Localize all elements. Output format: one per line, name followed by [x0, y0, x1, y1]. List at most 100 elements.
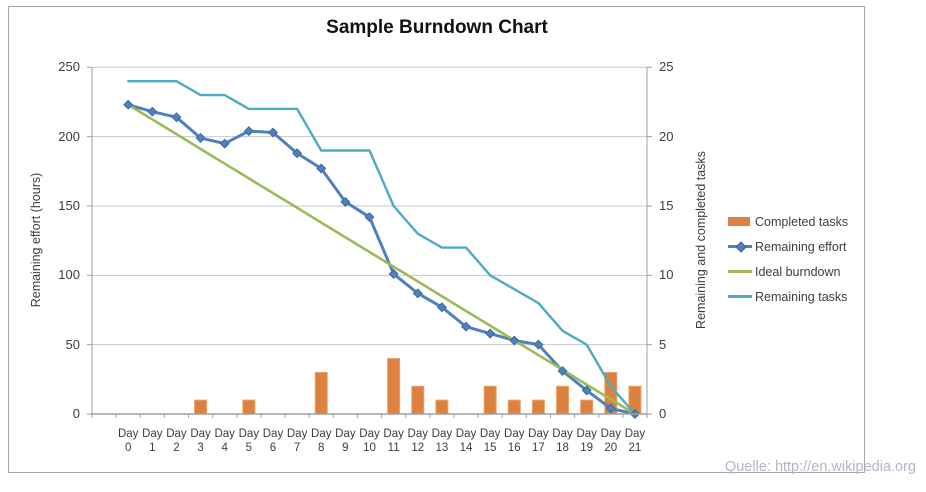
- effort-marker-day-4: [219, 138, 230, 149]
- x-axis-label-line: 6: [269, 441, 277, 454]
- x-axis-label-line: Day: [359, 428, 380, 440]
- x-axis-label-line: 0: [124, 441, 132, 454]
- x-axis-label-day-6: Day 6: [263, 428, 283, 455]
- x-axis-label-line: 18: [556, 441, 569, 454]
- effort-marker-day-1: [147, 106, 158, 117]
- effort-marker-day-13: [436, 302, 447, 313]
- source-attribution: Quelle: http://en.wikipedia.org: [724, 459, 916, 475]
- x-axis-label-line: Day: [479, 428, 501, 440]
- x-axis-label-line: Day: [238, 428, 260, 440]
- legend-item-remaining-tasks: Remaining tasks: [728, 284, 848, 309]
- x-axis-label-line: 21: [628, 441, 642, 454]
- x-axis-label-line: Day: [262, 428, 284, 440]
- right-axis-tick-label: 25: [659, 59, 674, 75]
- x-axis-label-line: 2: [173, 441, 180, 454]
- legend-swatch-line-icon: [728, 270, 752, 273]
- x-axis-label-line: 8: [318, 441, 325, 454]
- effort-marker-day-18: [557, 366, 568, 377]
- x-axis-label-day-9: Day 9: [335, 428, 355, 455]
- legend-diamond-marker-icon: [735, 240, 747, 253]
- legend-swatch-bar-icon: [728, 217, 750, 226]
- x-axis-label-line: 17: [532, 441, 545, 454]
- x-axis-label-line: Day: [504, 428, 525, 440]
- x-axis-label-day-20: Day 20: [601, 428, 621, 455]
- x-axis-label-day-19: Day 19: [576, 428, 596, 455]
- x-axis-label-line: Day: [552, 428, 573, 440]
- x-axis-label-day-14: Day 14: [456, 428, 476, 455]
- left-axis-tick-label: 0: [72, 406, 80, 421]
- x-axis-label-line: Day: [576, 428, 597, 440]
- left-axis-tick-label: 150: [58, 197, 80, 213]
- effort-marker-day-19: [581, 385, 592, 396]
- x-axis-label-day-1: Day 1: [142, 428, 162, 455]
- right-axis-tick-label: 0: [659, 406, 667, 421]
- chart-title: Sample Burndown Chart: [326, 17, 548, 38]
- x-axis-label-line: Day: [600, 428, 622, 440]
- left-axis-title: Remaining effort (hours): [29, 172, 43, 308]
- x-axis-label-day-16: Day 16: [504, 428, 524, 455]
- x-axis-label-line: Day: [383, 428, 404, 440]
- bar-day-19: [580, 399, 594, 415]
- x-axis-label-day-4: Day 4: [214, 428, 234, 455]
- bar-day-11: [387, 358, 401, 415]
- bar-day-3: [194, 399, 208, 415]
- legend-label: Remaining tasks: [755, 289, 848, 304]
- effort-marker-day-12: [412, 288, 423, 299]
- bar-day-12: [411, 385, 425, 415]
- x-axis-label-line: Day: [528, 428, 549, 440]
- bar-day-16: [507, 399, 521, 415]
- effort-marker-day-14: [461, 321, 472, 332]
- x-axis-label-day-3: Day 3: [190, 428, 210, 455]
- x-axis-label-line: 5: [245, 441, 253, 454]
- x-axis-label-day-8: Day 8: [311, 428, 331, 455]
- bar-day-13: [435, 399, 449, 415]
- chart-legend: Completed tasks Remaining effort Ideal b…: [728, 209, 848, 309]
- bar-day-5: [242, 399, 256, 415]
- effort-marker-day-3: [195, 133, 206, 144]
- x-axis-label-day-17: Day 17: [528, 428, 548, 455]
- x-axis-label-line: Day: [624, 428, 646, 440]
- x-axis-label-line: Day: [190, 428, 211, 440]
- x-axis-label-day-0: Day 0: [118, 428, 138, 455]
- right-axis-tick-label: 20: [659, 128, 674, 144]
- effort-marker-day-17: [533, 339, 544, 350]
- effort-marker-day-16: [509, 335, 520, 346]
- x-axis-label-day-2: Day 2: [166, 428, 186, 455]
- legend-item-remaining-effort: Remaining effort: [728, 234, 848, 259]
- effort-marker-day-11: [388, 268, 399, 279]
- left-axis-tick-label: 250: [58, 59, 80, 75]
- x-axis-label-line: 10: [363, 441, 376, 454]
- x-axis-label-line: 11: [387, 441, 400, 454]
- x-axis-label-line: Day: [455, 428, 477, 440]
- x-axis-label-line: 19: [580, 441, 594, 454]
- x-axis-label-line: 4: [221, 441, 228, 454]
- x-axis-label-line: Day: [407, 428, 428, 440]
- x-axis-label-day-18: Day 18: [552, 428, 572, 455]
- x-axis-label-line: 15: [483, 441, 497, 454]
- x-axis-label-line: Day: [286, 428, 308, 440]
- effort-marker-day-2: [171, 112, 182, 123]
- effort-marker-day-6: [267, 127, 278, 138]
- effort-marker-day-20: [605, 403, 616, 414]
- x-axis-label-line: Day: [214, 428, 235, 440]
- x-axis-label-line: 12: [411, 441, 425, 454]
- x-axis-label-line: 16: [507, 441, 521, 454]
- right-axis-title: Remaining and completed tasks: [694, 151, 708, 329]
- x-axis-label-day-15: Day 15: [480, 428, 500, 455]
- x-axis-label-line: Day: [311, 428, 332, 440]
- x-axis-label-day-21: Day 21: [625, 428, 645, 455]
- bar-day-17: [531, 399, 545, 415]
- bar-day-18: [556, 385, 570, 415]
- right-axis-tick-label: 15: [659, 197, 674, 213]
- effort-marker-day-9: [340, 196, 351, 207]
- ideal-burndown-line: [126, 103, 637, 416]
- left-axis-tick-label: 200: [58, 128, 80, 144]
- x-axis-label-line: Day: [142, 428, 163, 440]
- left-axis-tick-label: 50: [65, 336, 80, 352]
- effort-marker-day-5: [243, 126, 254, 137]
- bar-day-8: [314, 371, 328, 415]
- x-axis-label-day-5: Day 5: [239, 428, 259, 455]
- right-axis-tick-label: 10: [659, 267, 674, 283]
- x-axis-label-day-12: Day 12: [408, 428, 428, 455]
